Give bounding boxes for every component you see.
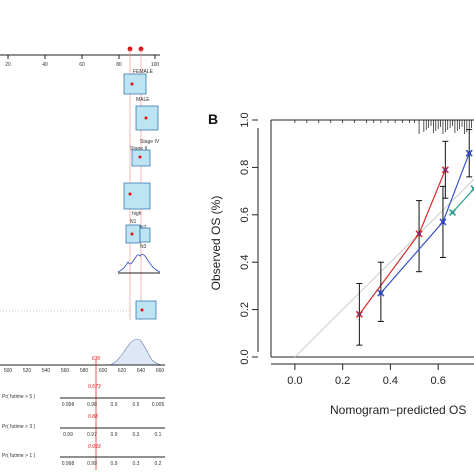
reference-line (294, 178, 474, 358)
box-label: Stage IV (140, 139, 160, 145)
series-line (380, 152, 470, 294)
box-label: N3 (140, 244, 147, 250)
data-point-center (441, 220, 445, 224)
y-tick-label: 0.8 (239, 160, 251, 175)
box-label: FEMALE (133, 69, 154, 75)
y-axis-title: Observed OS (%) (209, 196, 223, 291)
x-tick-label: 0.0 (287, 375, 302, 387)
total-tick-label: 500 (4, 368, 13, 374)
prob-tick: 0.5 (133, 402, 140, 408)
series-line (452, 188, 474, 213)
prob-row-1: Pr( futime > 1 ) 0.993 0.998 0.99 0.9 0.… (2, 444, 165, 467)
prob-tick: 0.005 (152, 402, 165, 408)
top-tick-label: 40 (42, 62, 48, 68)
top-tick-label: 100 (151, 62, 160, 68)
nomogram-variable-stage: Stage IV Stage II (130, 139, 160, 167)
nomogram-variable-sex: FEMALE MALE (123, 69, 159, 131)
top-tick-label: 80 (116, 62, 122, 68)
prob-row-value: 0.573 (88, 384, 101, 390)
data-point (470, 185, 474, 193)
y-tick-label: 0.6 (239, 207, 251, 222)
prob-row-value: 0.993 (88, 444, 101, 450)
prob-tick: 0.9 (111, 461, 118, 467)
panel-b-calibration: B 0.0 0.2 0.4 0.6 0.8 1.0 0.0 0.2 0.4 0.6 Observ… (208, 111, 474, 417)
nomogram-variable-grade: high (123, 182, 151, 217)
box-label: N1 (130, 219, 137, 225)
y-tick-label: 1.0 (239, 112, 251, 127)
prob-row-label: Pr( futime > 1 ) (2, 453, 36, 459)
prob-row-5: Pr( futime > 5 ) 0.573 0.998 0.98 0.9 0.… (2, 384, 165, 408)
calibration-series (355, 128, 474, 346)
panel-label: B (208, 111, 218, 127)
prob-tick: 0.2 (155, 461, 162, 467)
total-tick-label: 620 (118, 368, 127, 374)
total-points-ticks: 500 520 540 560 580 600 620 640 660 (4, 368, 165, 374)
total-points-density (109, 338, 165, 366)
top-tick-label: 20 (5, 62, 11, 68)
rug-marks (294, 120, 472, 134)
prob-tick: 0.97 (87, 432, 97, 438)
data-point-center (379, 291, 383, 295)
x-axis-title: Nomogram−predicted OS (330, 403, 466, 417)
prob-tick: 0.1 (155, 432, 162, 438)
box-label: high (132, 211, 142, 217)
total-tick-label: 660 (156, 368, 165, 374)
prob-tick: 0.9 (111, 432, 118, 438)
total-tick-label: 540 (42, 368, 51, 374)
total-tick-label: 580 (80, 368, 89, 374)
panel-a-nomogram: 20 40 60 80 100 FEMALE MALE Stage IV Sta… (0, 46, 165, 470)
y-tick-label: 0.0 (239, 349, 251, 364)
data-point-center (357, 312, 362, 317)
x-ticks: 0.0 0.2 0.4 0.6 (287, 364, 446, 387)
prob-tick: 0.3 (133, 461, 140, 467)
nomogram-density-curve (117, 254, 161, 273)
prob-row-3: Pr( futime > 3 ) 0.88 0.99 0.97 0.9 0.3 … (2, 414, 165, 438)
prob-row-value: 0.88 (88, 414, 98, 420)
x-tick-label: 0.4 (383, 375, 398, 387)
x-tick-label: 0.2 (335, 375, 350, 387)
prob-row-label: Pr( futime > 3 ) (2, 424, 36, 430)
total-tick-label: 640 (137, 368, 146, 374)
data-point-center (450, 210, 455, 215)
nomogram-variable-n: N1 N2 N3 (125, 219, 151, 250)
box-label: MALE (136, 97, 150, 103)
x-tick-label: 0.6 (431, 375, 446, 387)
prob-tick: 0.998 (62, 461, 75, 467)
data-point-center (417, 231, 421, 236)
reference-diagonal (294, 178, 474, 358)
total-tick-label: 600 (99, 368, 108, 374)
prob-tick: 0.99 (87, 461, 97, 467)
total-score-value: 636 (92, 356, 101, 362)
prob-tick: 0.998 (62, 402, 75, 408)
prob-tick: 0.98 (87, 402, 97, 408)
top-tick-label: 60 (79, 62, 85, 68)
box-label: Stage II (130, 146, 147, 152)
data-point-center (467, 151, 472, 155)
nomogram-top-ticks: 20 40 60 80 100 (5, 55, 159, 68)
total-tick-label: 560 (61, 368, 70, 374)
y-tick-label: 0.4 (239, 255, 251, 270)
prob-tick: 0.9 (111, 402, 118, 408)
prob-row-label: Pr( futime > 5 ) (2, 394, 36, 400)
y-tick-label: 0.2 (239, 302, 251, 317)
nomogram-variable-bottom (135, 300, 157, 320)
data-point-center (443, 167, 448, 172)
y-ticks: 0.0 0.2 0.4 0.6 0.8 1.0 (239, 112, 258, 365)
prob-tick: 0.3 (133, 432, 140, 438)
prob-tick: 0.99 (63, 432, 73, 438)
total-tick-label: 520 (23, 368, 32, 374)
series-line (358, 169, 446, 315)
